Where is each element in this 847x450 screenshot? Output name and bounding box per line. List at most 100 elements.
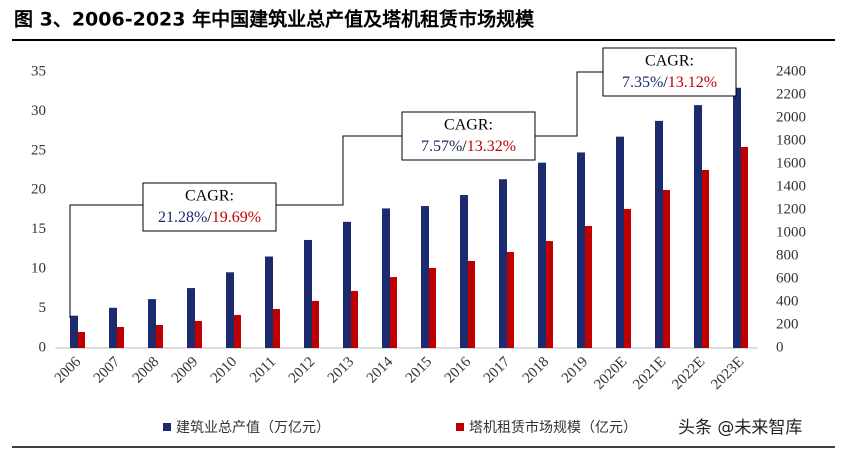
legend-label: 塔机租赁市场规模（亿元） [469, 419, 637, 436]
legend-swatch [163, 423, 171, 431]
annotation-box [401, 111, 536, 161]
annotation-rates: 21.28%/19.69% [158, 209, 261, 226]
y-tick-label: 15 [31, 221, 46, 237]
bar [351, 290, 358, 348]
bar [468, 260, 475, 348]
y2-tick-label: 1600 [776, 155, 806, 171]
y2-tick-label: 200 [776, 316, 799, 332]
bar [70, 315, 78, 348]
bar [117, 326, 124, 348]
annotation-rate_2: 19.69% [212, 209, 261, 226]
bracket [69, 204, 143, 318]
x-tick-label: 2022E [669, 354, 708, 393]
bracket [535, 122, 578, 137]
x-tick-label: 2016 [442, 354, 475, 387]
legend-swatch [456, 423, 464, 431]
x-tick-label: 2006 [52, 354, 85, 387]
y2-tick-label: 0 [776, 339, 784, 355]
watermark: 头条 @未来智库 [678, 418, 802, 438]
bar [78, 332, 85, 348]
x-tick-label: 2018 [520, 354, 553, 387]
y2-tick-label: 1800 [776, 132, 806, 148]
x-tick-label: 2019 [559, 354, 592, 387]
bar [156, 325, 163, 348]
x-tick-label: 2007 [91, 354, 124, 387]
bar [733, 87, 741, 349]
bar [234, 314, 241, 348]
x-tick-label: 2021E [630, 354, 669, 393]
annotation-separator: / [663, 74, 668, 91]
x-tick-label: 2014 [364, 354, 397, 387]
bar [390, 277, 397, 348]
bar [741, 146, 748, 348]
annotation-heading: CAGR: [645, 53, 694, 70]
y-tick-label: 10 [31, 261, 46, 277]
bar [694, 105, 702, 349]
bracket [342, 135, 402, 195]
bar [265, 256, 273, 348]
annotation-rate_1: 7.35% [622, 74, 663, 91]
bar [702, 169, 709, 348]
x-tick-label: 2010 [208, 354, 241, 387]
bar [624, 208, 631, 348]
y-tick-label: 20 [31, 182, 46, 198]
bar [499, 179, 507, 348]
bar [663, 189, 670, 348]
annotation-rate_1: 21.28% [158, 209, 207, 226]
y-tick-label: 0 [39, 339, 47, 355]
bar [538, 162, 546, 348]
bar [460, 195, 468, 348]
y2-tick-label: 1200 [776, 201, 806, 217]
y2-tick-label: 1400 [776, 178, 806, 194]
annotation-separator: / [207, 209, 212, 226]
bar [507, 251, 514, 348]
y2-tick-label: 1000 [776, 224, 806, 240]
x-tick-label: 2017 [481, 354, 514, 387]
y2-tick-label: 2200 [776, 86, 806, 102]
bar [187, 288, 195, 348]
annotation-box [602, 47, 737, 97]
bar [304, 239, 312, 348]
y2-tick-label: 2000 [776, 109, 806, 125]
bar [585, 225, 592, 348]
x-tick-label: 2011 [247, 354, 279, 386]
bar [577, 152, 585, 348]
y-tick-label: 25 [31, 142, 46, 158]
bar [616, 136, 624, 348]
bar [421, 206, 429, 348]
annotation-heading: CAGR: [185, 188, 234, 205]
bracket [276, 195, 344, 206]
x-tick-label: 2013 [325, 354, 358, 387]
bar [343, 221, 351, 348]
annotation-rate_2: 13.32% [467, 138, 516, 155]
y2-tick-label: 800 [776, 247, 799, 263]
y2-tick-label: 400 [776, 293, 799, 309]
bar [273, 309, 280, 348]
y-tick-label: 5 [39, 300, 47, 316]
y2-tick-label: 600 [776, 270, 799, 286]
bar [195, 320, 202, 348]
chart-title: 图 3、2006-2023 年中国建筑业总产值及塔机租赁市场规模 [14, 8, 535, 31]
bar [655, 120, 663, 349]
annotation-rates: 7.57%/13.32% [421, 138, 516, 155]
annotation-rates: 7.35%/13.12% [622, 74, 717, 91]
y2-tick-label: 2400 [776, 63, 806, 79]
x-tick-label: 2009 [169, 354, 202, 387]
annotation-rate_1: 7.57% [421, 138, 462, 155]
bar [312, 300, 319, 348]
x-tick-label: 2023E [708, 354, 747, 393]
x-tick-label: 2012 [286, 354, 319, 387]
bar [226, 272, 234, 348]
annotation-rate_2: 13.12% [668, 74, 717, 91]
bar [429, 267, 436, 348]
bar [148, 299, 156, 348]
y-tick-label: 30 [31, 103, 46, 119]
bar [109, 307, 117, 348]
y-tick-label: 35 [31, 63, 46, 79]
bracket [576, 71, 603, 122]
x-tick-label: 2015 [403, 354, 436, 387]
annotation-box [142, 182, 277, 232]
x-tick-label: 2008 [130, 354, 163, 387]
bar [546, 241, 553, 348]
